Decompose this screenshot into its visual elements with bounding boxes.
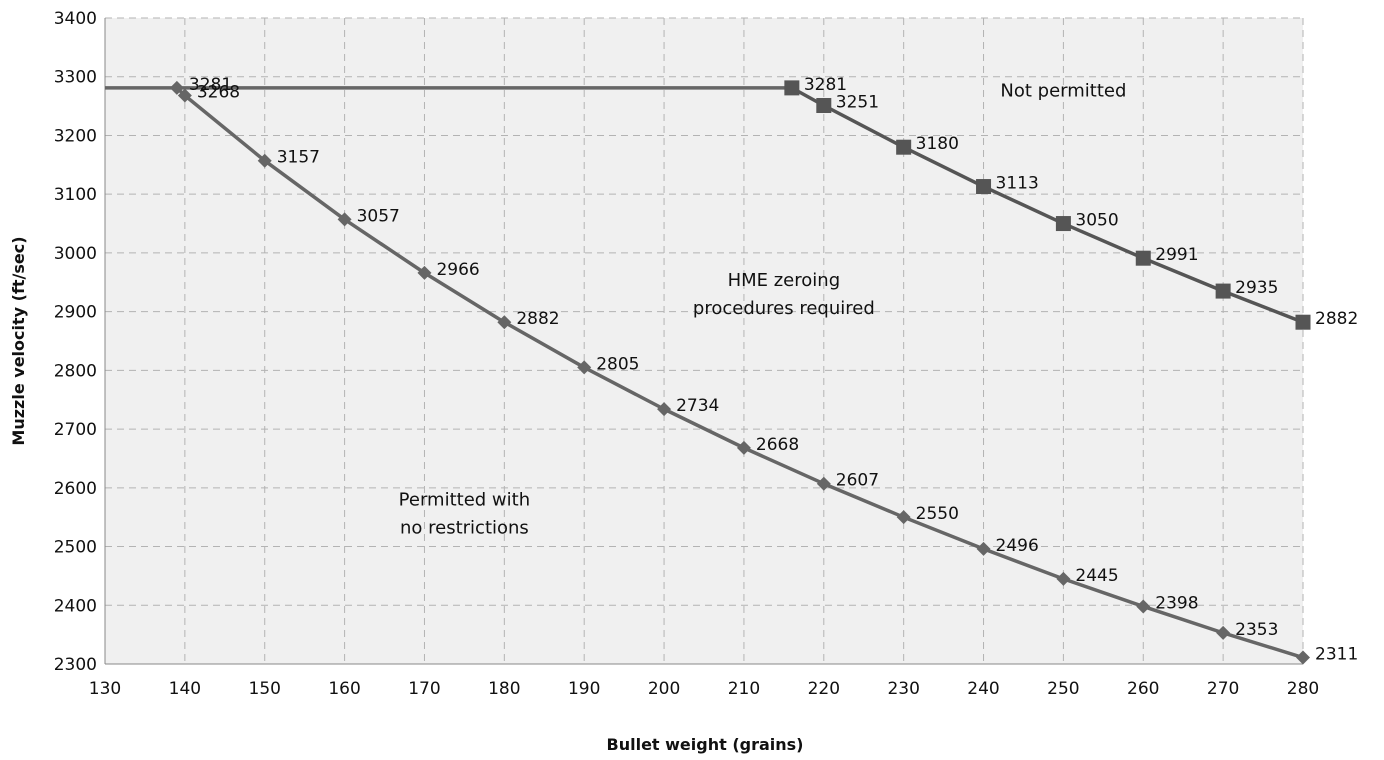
x-tick-label: 260 xyxy=(1127,679,1159,699)
y-axis-title: Muzzle velocity (ft/sec) xyxy=(9,236,28,445)
y-tick-label: 3200 xyxy=(54,126,97,146)
data-label: 3268 xyxy=(197,83,240,103)
data-label: 2734 xyxy=(676,396,719,416)
x-tick-label: 140 xyxy=(169,679,201,699)
region-label: Permitted with no restrictions xyxy=(399,489,530,538)
plot-area xyxy=(105,18,1303,664)
diamond-point xyxy=(1296,650,1310,665)
diamond-point xyxy=(657,402,672,417)
x-tick-label: 230 xyxy=(887,679,919,699)
data-label: 3180 xyxy=(916,134,959,154)
square-point xyxy=(1135,250,1151,266)
region-label-line: Not permitted xyxy=(1000,81,1126,102)
x-axis-title: Bullet weight (grains) xyxy=(607,735,804,754)
x-tick-label: 130 xyxy=(89,679,121,699)
diamond-point xyxy=(497,315,512,330)
data-label: 2991 xyxy=(1155,245,1198,265)
diamond-point xyxy=(896,510,911,525)
x-tick-label: 150 xyxy=(249,679,281,699)
data-label: 2882 xyxy=(516,309,559,329)
x-tick-label: 170 xyxy=(408,679,440,699)
diamond-point xyxy=(257,153,272,168)
y-tick-label: 2700 xyxy=(54,420,97,440)
diamond-point xyxy=(1216,625,1231,640)
square-point xyxy=(976,179,992,195)
square-point xyxy=(896,139,912,155)
region-label: HME zeroing procedures required xyxy=(693,270,875,319)
x-tick-label: 190 xyxy=(568,679,600,699)
data-label: 3157 xyxy=(277,148,320,168)
x-tick-label: 210 xyxy=(728,679,760,699)
data-label: 2496 xyxy=(996,536,1039,556)
y-tick-label: 2300 xyxy=(54,655,97,675)
x-tick-label: 160 xyxy=(328,679,360,699)
data-label: 2398 xyxy=(1155,593,1198,613)
x-tick-label: 280 xyxy=(1287,679,1319,699)
data-label: 3281 xyxy=(189,75,232,95)
y-tick-label: 3300 xyxy=(54,68,97,88)
data-label: 3057 xyxy=(357,206,400,226)
data-label: 3281 xyxy=(804,75,847,95)
data-label: 3050 xyxy=(1075,211,1118,231)
diamond-point xyxy=(1056,571,1071,586)
diamond-point xyxy=(577,360,592,375)
diamond-point xyxy=(976,541,991,556)
x-tick-label: 270 xyxy=(1207,679,1239,699)
square-point xyxy=(1215,283,1231,299)
x-tick-label: 240 xyxy=(967,679,999,699)
y-tick-label: 2400 xyxy=(54,596,97,616)
data-label: 2668 xyxy=(756,435,799,455)
x-tick-label: 180 xyxy=(488,679,520,699)
x-tick-label: 250 xyxy=(1047,679,1079,699)
square-point xyxy=(816,98,832,114)
y-tick-label: 2900 xyxy=(54,303,97,323)
diamond-point xyxy=(816,476,831,491)
y-tick-label: 3100 xyxy=(54,185,97,205)
region-label-line: HME zeroing xyxy=(728,270,841,291)
diamond-point xyxy=(736,440,751,455)
data-label: 2805 xyxy=(596,354,639,374)
data-label: 3113 xyxy=(996,174,1039,194)
data-label: 2607 xyxy=(836,471,879,491)
y-tick-label: 2500 xyxy=(54,538,97,558)
diamond-point xyxy=(417,265,432,280)
square-point xyxy=(1055,216,1071,232)
series-line xyxy=(791,86,1304,324)
y-tick-label: 3000 xyxy=(54,244,97,264)
data-label: 2353 xyxy=(1235,620,1278,640)
diamond-point xyxy=(177,88,192,103)
data-label: 2550 xyxy=(916,504,959,524)
y-tick-label: 2600 xyxy=(54,479,97,499)
x-tick-label: 200 xyxy=(648,679,680,699)
region-label-line: procedures required xyxy=(693,298,875,319)
data-label: 2966 xyxy=(436,260,479,280)
y-tick-label: 3400 xyxy=(54,9,97,29)
square-point xyxy=(784,80,800,96)
diamond-point xyxy=(169,80,184,95)
region-label-line: no restrictions xyxy=(400,517,529,538)
series-line xyxy=(175,86,1304,660)
data-label: 2445 xyxy=(1075,566,1118,586)
data-label: 2935 xyxy=(1235,278,1278,298)
x-tick-label: 220 xyxy=(808,679,840,699)
data-label: 3251 xyxy=(836,93,879,113)
diamond-point xyxy=(1136,599,1151,614)
region-label-line: Permitted with xyxy=(399,489,530,510)
data-label: 2311 xyxy=(1315,645,1358,665)
region-label: Not permitted xyxy=(1000,81,1126,102)
y-tick-label: 2800 xyxy=(54,361,97,381)
data-label: 2882 xyxy=(1315,309,1358,329)
diamond-point xyxy=(337,212,352,227)
square-point xyxy=(1295,314,1311,330)
